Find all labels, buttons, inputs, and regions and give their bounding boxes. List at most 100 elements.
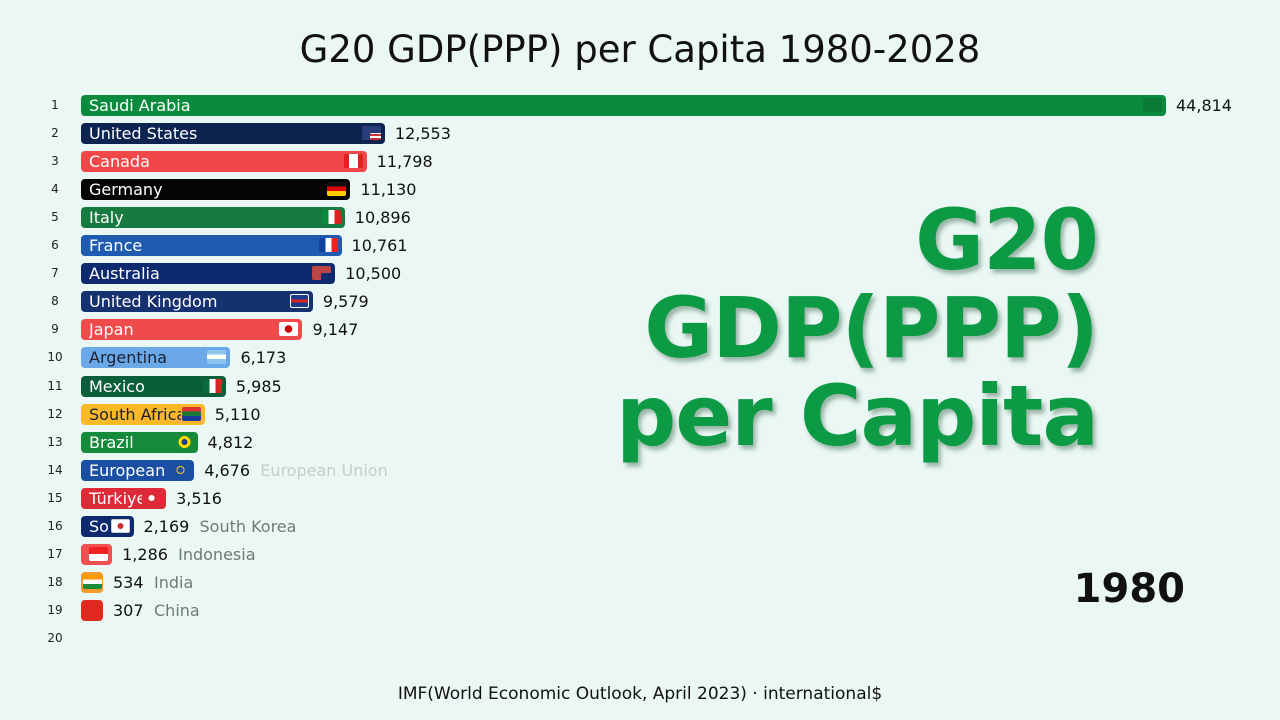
watermark-line: per Capita <box>616 367 1099 465</box>
bar-label: European Union <box>89 460 170 480</box>
argentina-flag-icon <box>207 350 227 365</box>
indonesia-flag-icon <box>89 546 109 561</box>
bar-label: Argentina <box>89 348 168 368</box>
country-name-label: South Korea <box>199 516 297 536</box>
rank-label: 2 <box>51 126 59 141</box>
bar-label: Mexico <box>89 376 145 396</box>
rank-label: 14 <box>47 462 63 477</box>
value-label: 9,147 <box>312 320 359 340</box>
rank-label: 17 <box>47 546 63 561</box>
rank-label: 6 <box>51 238 59 253</box>
bar <box>81 571 103 593</box>
eu-flag-icon <box>171 462 191 477</box>
value-label: 6,173 <box>240 348 287 368</box>
rank-label: 12 <box>47 406 63 421</box>
bar-label: France <box>89 236 143 256</box>
rank-label: 4 <box>51 182 59 197</box>
bar-label: Saudi Arabia <box>89 96 191 115</box>
bar-label: Türkiye <box>89 488 143 508</box>
rank-label: 11 <box>47 378 63 393</box>
australia-flag-icon <box>312 266 332 281</box>
chart-title: G20 GDP(PPP) per Capita 1980-2028 <box>299 28 981 71</box>
rank-label: 19 <box>47 602 63 617</box>
source-note: IMF(World Economic Outlook, April 2023) … <box>397 684 883 704</box>
india-flag-icon <box>83 574 102 589</box>
bar-label: South Africa <box>89 404 181 424</box>
bar: United States <box>81 123 385 145</box>
turkiye-flag-icon <box>143 490 163 505</box>
bar-label: South Korea <box>89 516 110 536</box>
value-label: 4,812 <box>207 432 254 452</box>
value-label: 10,896 <box>354 208 411 228</box>
value-label: 12,553 <box>394 124 451 144</box>
bar-label: Canada <box>89 152 150 172</box>
value-label: 10,500 <box>345 264 402 284</box>
rank-label: 18 <box>47 574 63 589</box>
rank-label: 8 <box>51 294 59 309</box>
country-name-label: Indonesia <box>178 544 256 564</box>
bar: Türkiye <box>81 487 167 509</box>
value-label: 4,676 <box>204 460 251 480</box>
rank-label: 10 <box>47 350 63 365</box>
bar: Canada <box>81 151 367 173</box>
bar <box>81 543 113 565</box>
value-label: 9,579 <box>322 292 369 312</box>
canada-flag-icon <box>343 154 363 169</box>
value-label: 5,985 <box>235 376 282 396</box>
value-label: 11,798 <box>376 152 433 172</box>
value-label: 5,110 <box>214 404 261 424</box>
value-label: 44,814 <box>1176 96 1232 115</box>
china-flag-icon <box>83 602 102 617</box>
rank-label: 1 <box>51 98 59 112</box>
value-label: 2,169 <box>143 516 190 536</box>
country-name-label: India <box>154 572 194 592</box>
mexico-flag-icon <box>202 378 222 393</box>
value-label: 11,130 <box>360 180 417 200</box>
rank-label: 7 <box>51 266 59 281</box>
bar: United Kingdom <box>81 291 313 313</box>
bar: South Africa <box>81 403 205 425</box>
value-label: 534 <box>113 572 144 592</box>
italy-flag-icon <box>321 210 341 225</box>
rank-label: 20 <box>47 630 63 645</box>
bar: Argentina <box>81 347 231 369</box>
germany-flag-icon <box>327 182 347 197</box>
us-flag-icon <box>361 126 381 141</box>
bar: Brazil <box>81 431 198 453</box>
watermark-line: G20 <box>915 191 1099 289</box>
rank-label: 5 <box>51 210 59 225</box>
bar-label: Japan <box>89 320 134 340</box>
rank-label: 9 <box>51 322 59 337</box>
bar: Italy <box>81 207 345 229</box>
bar: Germany <box>81 179 351 201</box>
rank-label: 16 <box>47 518 63 533</box>
south-korea-flag-icon <box>110 518 130 533</box>
bar: Australia <box>81 263 336 285</box>
japan-flag-icon <box>279 322 299 337</box>
brazil-flag-icon <box>174 434 194 449</box>
value-label: 307 <box>113 600 144 620</box>
bar: European Union <box>81 459 195 481</box>
year-label: 1980 <box>1073 566 1185 612</box>
bar <box>81 599 103 621</box>
bar: France <box>81 235 342 257</box>
value-label: 10,761 <box>351 236 408 256</box>
rank-label: 3 <box>51 154 59 169</box>
bar: South Korea <box>81 515 134 537</box>
country-name-label: China <box>154 600 200 620</box>
bar-label: United Kingdom <box>89 292 218 312</box>
bar-label: United States <box>89 124 198 144</box>
bar: Japan <box>81 319 303 341</box>
bar-label: Brazil <box>89 432 134 452</box>
bar-label: Australia <box>89 264 160 284</box>
saudi-flag-icon <box>1143 98 1162 112</box>
bar-label: Italy <box>89 208 124 228</box>
south-africa-flag-icon <box>181 406 201 421</box>
rank-label: 13 <box>47 434 63 449</box>
bar-label: Germany <box>89 180 163 200</box>
watermark-title: G20 GDP(PPP) per Capita <box>616 191 1099 465</box>
watermark-line: GDP(PPP) <box>644 279 1099 377</box>
uk-flag-icon <box>289 294 309 309</box>
country-name-label: European Union <box>260 460 388 480</box>
france-flag-icon <box>318 238 338 253</box>
